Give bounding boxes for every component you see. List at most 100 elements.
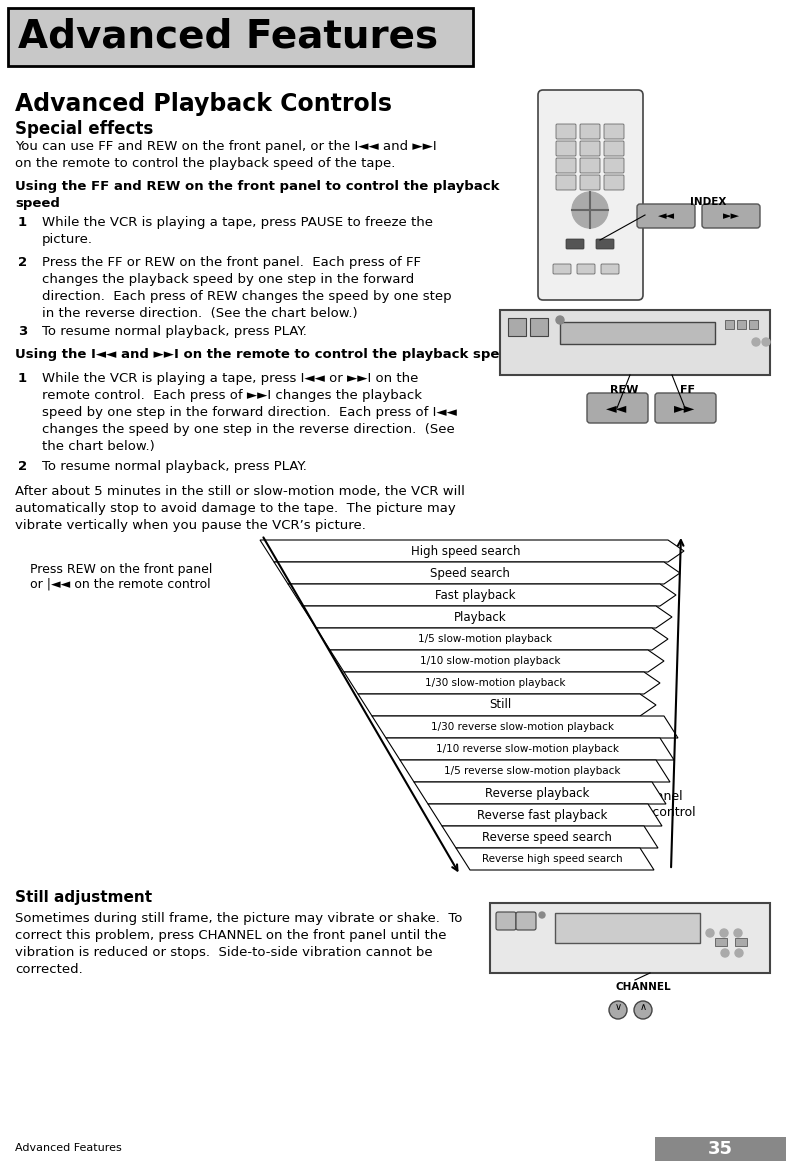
Text: or |◄◄ on the remote control: or |◄◄ on the remote control: [30, 578, 210, 591]
Bar: [8, 8, 473, 66]
Text: Still adjustment: Still adjustment: [15, 890, 152, 906]
Text: ►►: ►►: [722, 211, 740, 221]
FancyBboxPatch shape: [556, 158, 576, 173]
Polygon shape: [442, 825, 658, 848]
FancyBboxPatch shape: [702, 204, 760, 228]
Text: After about 5 minutes in the still or slow-motion mode, the VCR will: After about 5 minutes in the still or sl…: [15, 485, 465, 498]
Text: High speed search: High speed search: [411, 545, 520, 557]
Text: ►►: ►►: [675, 401, 695, 414]
Text: ∧: ∧: [639, 1002, 646, 1012]
Bar: [560, 322, 715, 344]
Text: 1: 1: [18, 216, 27, 229]
Circle shape: [720, 929, 728, 937]
Text: Playback: Playback: [454, 611, 507, 623]
Polygon shape: [274, 562, 680, 584]
Text: in the reverse direction.  (See the chart below.): in the reverse direction. (See the chart…: [42, 307, 358, 320]
FancyBboxPatch shape: [637, 204, 695, 228]
Polygon shape: [358, 694, 656, 716]
Bar: [735, 938, 747, 946]
Text: ◄◄: ◄◄: [657, 211, 675, 221]
Text: changes the playback speed by one step in the forward: changes the playback speed by one step i…: [42, 273, 414, 286]
Text: To resume normal playback, press PLAY.: To resume normal playback, press PLAY.: [42, 325, 307, 338]
FancyBboxPatch shape: [604, 175, 624, 190]
FancyBboxPatch shape: [587, 394, 648, 423]
Text: Advanced Playback Controls: Advanced Playback Controls: [15, 92, 392, 116]
Text: Using the FF and REW on the front panel to control the playback: Using the FF and REW on the front panel …: [15, 180, 499, 193]
Circle shape: [735, 949, 743, 957]
Text: 1: 1: [18, 372, 27, 385]
Polygon shape: [456, 848, 654, 870]
FancyBboxPatch shape: [604, 124, 624, 139]
Text: automatically stop to avoid damage to the tape.  The picture may: automatically stop to avoid damage to th…: [15, 502, 456, 515]
Bar: [555, 913, 700, 943]
Polygon shape: [428, 805, 662, 825]
Text: To resume normal playback, press PLAY.: To resume normal playback, press PLAY.: [42, 460, 307, 473]
Text: remote control.  Each press of ►►I changes the playback: remote control. Each press of ►►I change…: [42, 389, 422, 402]
Circle shape: [539, 913, 545, 918]
FancyBboxPatch shape: [553, 264, 571, 274]
Text: ◄◄: ◄◄: [607, 401, 627, 414]
Text: Reverse speed search: Reverse speed search: [483, 830, 612, 844]
Text: Fast playback: Fast playback: [435, 589, 516, 601]
FancyBboxPatch shape: [566, 239, 584, 248]
Text: Reverse playback: Reverse playback: [485, 786, 589, 800]
Bar: [530, 318, 548, 336]
Text: correct this problem, press CHANNEL on the front panel until the: correct this problem, press CHANNEL on t…: [15, 929, 446, 942]
Text: Reverse fast playback: Reverse fast playback: [477, 808, 607, 822]
Text: Press FF on the front panel: Press FF on the front panel: [515, 789, 683, 803]
Circle shape: [734, 929, 742, 937]
Text: FF: FF: [680, 385, 695, 395]
Text: Still: Still: [490, 699, 512, 712]
Text: 1/30 reverse slow-motion playback: 1/30 reverse slow-motion playback: [431, 722, 614, 731]
Text: 35: 35: [707, 1140, 732, 1158]
Text: changes the speed by one step in the reverse direction.  (See: changes the speed by one step in the rev…: [42, 423, 455, 437]
Text: REW: REW: [610, 385, 638, 395]
FancyBboxPatch shape: [556, 140, 576, 156]
Text: 1/10 slow-motion playback: 1/10 slow-motion playback: [420, 656, 561, 666]
Bar: [737, 320, 746, 329]
Text: CHANNEL: CHANNEL: [615, 982, 671, 991]
Bar: [715, 938, 727, 946]
FancyBboxPatch shape: [556, 175, 576, 190]
Text: on the remote to control the playback speed of the tape.: on the remote to control the playback sp…: [15, 157, 396, 170]
Text: vibration is reduced or stops.  Side-to-side vibration cannot be: vibration is reduced or stops. Side-to-s…: [15, 946, 433, 959]
Text: vibrate vertically when you pause the VCR’s picture.: vibrate vertically when you pause the VC…: [15, 519, 366, 532]
Text: 1/5 reverse slow-motion playback: 1/5 reverse slow-motion playback: [444, 766, 620, 776]
Polygon shape: [260, 540, 684, 562]
Text: Special effects: Special effects: [15, 120, 153, 138]
Bar: [725, 320, 734, 329]
FancyBboxPatch shape: [556, 124, 576, 139]
Polygon shape: [386, 738, 674, 760]
Text: ∨: ∨: [615, 1002, 622, 1012]
Text: Press the FF or REW on the front panel.  Each press of FF: Press the FF or REW on the front panel. …: [42, 255, 421, 269]
Circle shape: [572, 192, 608, 228]
Polygon shape: [302, 606, 672, 628]
Circle shape: [706, 929, 714, 937]
Polygon shape: [344, 672, 660, 694]
Circle shape: [634, 1001, 652, 1019]
Text: While the VCR is playing a tape, press I◄◄ or ►►I on the: While the VCR is playing a tape, press I…: [42, 372, 418, 385]
FancyBboxPatch shape: [596, 239, 614, 248]
Text: the chart below.): the chart below.): [42, 440, 155, 453]
Circle shape: [762, 338, 770, 346]
Bar: [490, 903, 770, 973]
Polygon shape: [330, 650, 664, 672]
Text: Advanced Features: Advanced Features: [18, 17, 438, 55]
Circle shape: [556, 316, 564, 324]
FancyBboxPatch shape: [580, 140, 600, 156]
FancyBboxPatch shape: [580, 124, 600, 139]
Text: 3: 3: [18, 325, 27, 338]
Text: or ►►| on the remote control: or ►►| on the remote control: [515, 805, 695, 819]
Text: speed by one step in the forward direction.  Each press of I◄◄: speed by one step in the forward directi…: [42, 406, 457, 419]
Bar: [655, 1137, 786, 1161]
Text: 1/5 slow-motion playback: 1/5 slow-motion playback: [418, 634, 552, 644]
FancyBboxPatch shape: [577, 264, 595, 274]
Text: Advanced Features: Advanced Features: [15, 1142, 122, 1153]
Text: 2: 2: [18, 255, 27, 269]
FancyBboxPatch shape: [604, 158, 624, 173]
Polygon shape: [288, 584, 676, 606]
Bar: [500, 310, 770, 375]
Polygon shape: [400, 760, 670, 783]
Circle shape: [721, 949, 729, 957]
Text: Speed search: Speed search: [430, 567, 510, 579]
